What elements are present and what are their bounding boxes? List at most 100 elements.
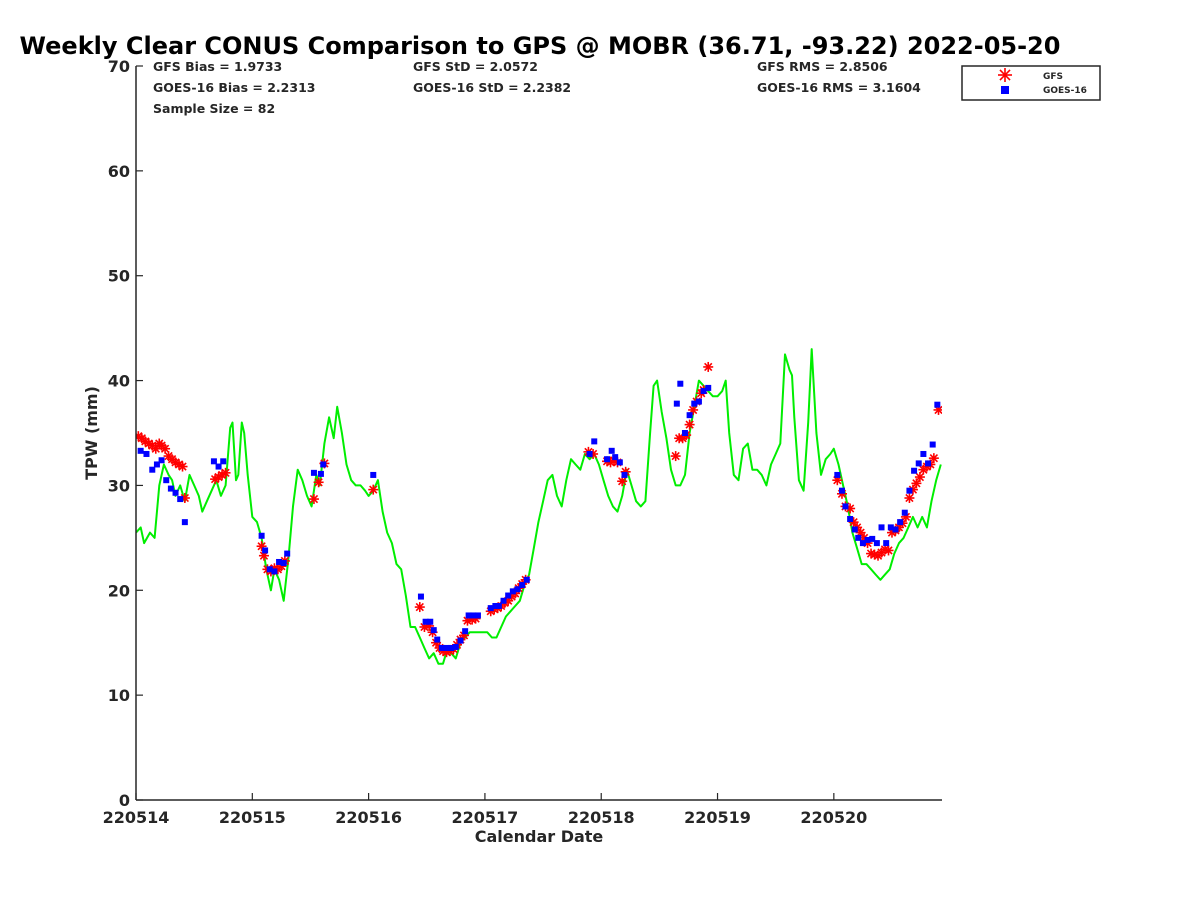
stats-block: GFS Bias = 1.9733 GOES-16 Bias = 2.2313 …: [153, 59, 921, 116]
goes-point: [691, 400, 698, 407]
goes-point: [925, 460, 932, 467]
goes-point: [310, 469, 317, 476]
y-tick-label: 50: [108, 267, 130, 286]
legend-box: [961, 65, 1101, 101]
chart-title: Weekly Clear CONUS Comparison to GPS @ M…: [20, 32, 1061, 60]
goes-point: [878, 524, 885, 531]
goes-point: [915, 460, 922, 467]
y-axis-ticks: 0 10 20 30 40 50 60 70: [108, 57, 143, 810]
y-tick-label: 0: [119, 791, 130, 810]
y-tick-label: 40: [108, 372, 130, 391]
goes-point: [167, 485, 174, 492]
goes-point: [621, 471, 628, 478]
goes-point: [911, 467, 918, 474]
gfs-point: [313, 477, 324, 488]
gfs-point: [368, 484, 379, 495]
goes-point: [434, 636, 441, 643]
y-tick-label: 30: [108, 476, 130, 495]
goes-point: [137, 447, 144, 454]
legend-gfs-asterisk: [998, 68, 1012, 82]
goes-point: [887, 524, 894, 531]
sample-size-text: Sample Size = 82: [153, 101, 275, 116]
goes-point: [262, 547, 269, 554]
gfs-point: [684, 419, 695, 430]
gfs-bias-text: GFS Bias = 1.9733: [153, 59, 282, 74]
gfs-point: [160, 443, 171, 454]
gfs-point: [220, 467, 231, 478]
goes-point: [873, 540, 880, 547]
legend-goes-marker: [1001, 86, 1009, 94]
goes-point: [492, 603, 499, 610]
goes-point: [897, 519, 904, 526]
legend-goes-square: [1001, 86, 1009, 94]
gfs-point: [914, 472, 925, 483]
goes-point: [514, 586, 521, 593]
gfs-point: [928, 453, 939, 464]
goes-point: [851, 526, 858, 533]
y-tick-label: 60: [108, 162, 130, 181]
goes-point: [859, 540, 866, 547]
gfs-point: [670, 451, 681, 462]
goes-point: [172, 489, 179, 496]
goes-point: [280, 560, 287, 567]
goes-point: [448, 644, 455, 651]
goes-point: [604, 456, 611, 463]
gfs-point: [883, 545, 894, 556]
goes-point: [681, 430, 688, 436]
goes-point: [673, 400, 680, 407]
goes-point: [869, 535, 876, 542]
goes-point: [320, 461, 327, 468]
goes-point: [883, 540, 890, 547]
goes-point: [177, 496, 184, 503]
x-axis-label: Calendar Date: [475, 827, 604, 846]
goes-point: [143, 450, 150, 457]
goes-point: [284, 550, 291, 557]
goes-point: [700, 388, 707, 395]
goes-point: [276, 558, 283, 565]
goes-point: [847, 515, 854, 522]
goes-point: [705, 384, 712, 391]
goes-point: [892, 526, 899, 533]
goes-point: [906, 487, 913, 494]
x-tick-label: 220519: [684, 808, 751, 827]
legend-gfs-marker: [998, 68, 1012, 82]
goes-point: [465, 612, 472, 619]
goes-point: [210, 458, 217, 465]
goes-point: [920, 450, 927, 457]
goes-point: [215, 463, 222, 470]
goes-point: [370, 471, 377, 478]
goes-point: [430, 627, 437, 634]
goes-point: [422, 618, 429, 625]
gfs-point: [308, 494, 319, 505]
gfs-rms-text: GFS RMS = 2.8506: [757, 59, 888, 74]
goes-point: [163, 477, 170, 484]
goes-point: [929, 441, 936, 448]
goes-point: [612, 454, 619, 461]
x-tick-label: 220517: [452, 808, 519, 827]
series-layer: [136, 348, 942, 665]
goes-point: [523, 576, 530, 583]
goes-point: [901, 509, 908, 516]
y-tick-label: 70: [108, 57, 130, 76]
goes-point: [677, 380, 684, 387]
goes-point: [509, 588, 516, 595]
x-tick-label: 220514: [103, 808, 170, 827]
goes-point: [487, 605, 494, 612]
goes-point: [181, 519, 188, 526]
goes-point: [855, 534, 862, 541]
goes-rms-text: GOES-16 RMS = 3.1604: [757, 80, 921, 95]
goes-bias-text: GOES-16 Bias = 2.2313: [153, 80, 315, 95]
goes-point: [266, 566, 273, 573]
legend: GFS GOES-16: [961, 65, 1101, 101]
goes-point: [220, 458, 227, 465]
goes-point: [153, 461, 160, 468]
goes-point: [438, 644, 445, 651]
x-axis-ticks: 220514 220515 220516 220517 220518 220519 2205…: [103, 793, 867, 827]
goes-point: [616, 459, 623, 466]
goes-point: [591, 438, 598, 445]
legend-goes-label: GOES-16: [1043, 86, 1087, 96]
goes-point: [864, 536, 871, 543]
goes-point: [452, 643, 459, 650]
gfs-point: [703, 361, 714, 372]
